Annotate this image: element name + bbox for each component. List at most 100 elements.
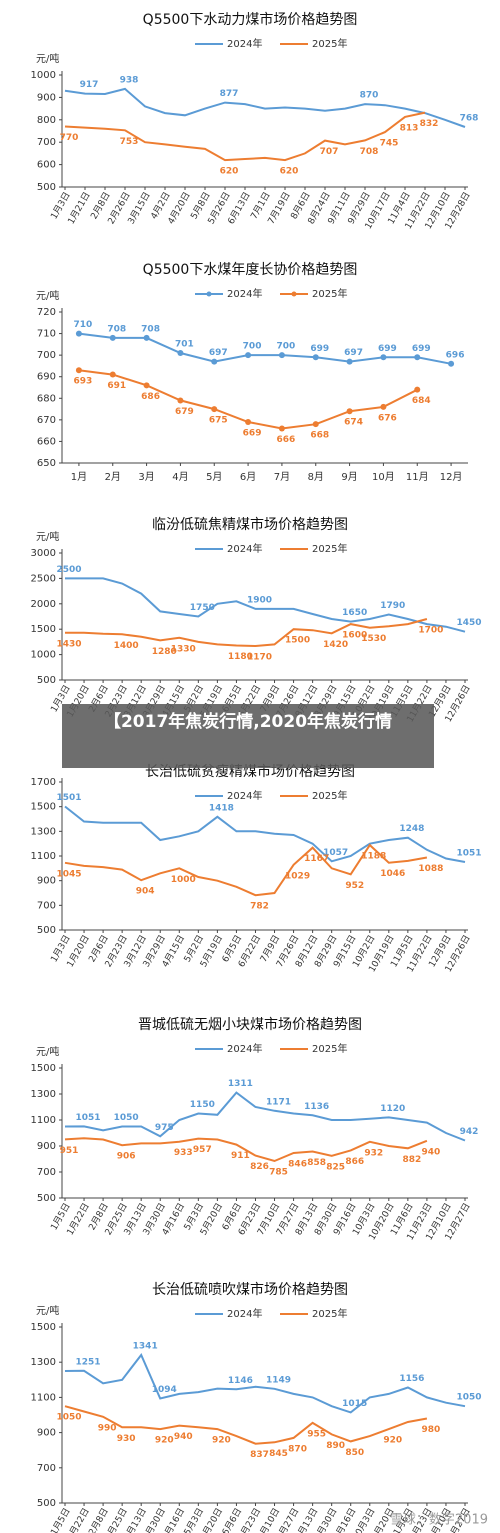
value-label: 942	[460, 1127, 479, 1137]
x-tick-label: 8月	[308, 471, 324, 483]
value-label: 1420	[323, 640, 348, 650]
value-label: 1501	[56, 793, 81, 803]
y-axis-label: 元/吨	[36, 1304, 59, 1317]
value-label: 699	[412, 344, 431, 354]
series-line	[64, 1091, 466, 1142]
legend-label: 2025年	[312, 542, 347, 555]
value-label: 1050	[114, 1113, 139, 1123]
value-label: 832	[420, 119, 439, 129]
value-label: 813	[400, 123, 419, 133]
value-label: 1170	[247, 652, 272, 662]
series-line	[64, 843, 428, 897]
value-label: 684	[412, 396, 431, 406]
value-label: 700	[243, 342, 262, 352]
banner-box	[62, 704, 434, 768]
y-tick-label: 680	[37, 393, 56, 404]
chart-title: 晋城低硫无烟小块煤市场价格趋势图	[138, 1016, 362, 1033]
chart-title: 临汾低硫焦精煤市场价格趋势图	[152, 516, 348, 533]
value-label: 957	[193, 1145, 212, 1155]
legend-label: 2024年	[227, 37, 262, 50]
y-tick-label: 670	[37, 415, 56, 426]
value-label: 686	[141, 392, 160, 402]
point	[245, 419, 252, 426]
value-label: 1146	[228, 1376, 253, 1386]
value-label: 882	[402, 1155, 421, 1165]
value-label: 1251	[76, 1357, 101, 1367]
legend-label: 2024年	[227, 789, 262, 802]
point	[177, 397, 184, 404]
point	[109, 334, 116, 341]
value-label: 1600	[342, 631, 367, 641]
point	[312, 421, 319, 428]
series-line	[65, 618, 428, 648]
series-line	[65, 577, 466, 633]
value-label: 697	[344, 348, 363, 358]
point	[109, 371, 116, 378]
value-label: 708	[107, 324, 126, 334]
point	[448, 360, 455, 367]
y-tick-label: 500	[37, 1498, 56, 1509]
x-tick-label: 11月	[406, 471, 429, 483]
y-tick-label: 2000	[31, 599, 56, 610]
value-label: 845	[269, 1449, 288, 1459]
x-tick-label: 3月	[138, 471, 154, 483]
value-label: 990	[98, 1423, 117, 1433]
value-label: 696	[446, 350, 465, 360]
y-tick-label: 800	[37, 115, 56, 126]
value-label: 675	[209, 416, 228, 426]
y-tick-label: 700	[37, 137, 56, 148]
legend-label: 2025年	[312, 789, 347, 802]
y-tick-label: 1100	[31, 851, 56, 862]
point	[211, 406, 218, 413]
value-label: 1136	[304, 1102, 329, 1112]
value-label: 699	[378, 344, 397, 354]
x-tick-label: 1月	[71, 471, 87, 483]
x-tick-label: 10月	[372, 471, 395, 483]
legend-marker	[291, 291, 297, 297]
value-label: 708	[360, 147, 379, 157]
value-label: 1149	[266, 1375, 291, 1385]
value-label: 890	[326, 1441, 345, 1451]
value-label: 975	[155, 1123, 174, 1133]
x-tick-label: 12月	[440, 471, 463, 483]
value-label: 920	[212, 1436, 231, 1446]
chart-title: 长治低硫喷吹煤市场价格趋势图	[152, 1281, 348, 1298]
legend-label: 2025年	[312, 1042, 347, 1055]
value-label: 850	[345, 1448, 364, 1458]
y-axis-label: 元/吨	[36, 52, 59, 65]
value-label: 1045	[56, 869, 81, 879]
series-line	[64, 1353, 466, 1414]
value-label: 825	[326, 1162, 345, 1172]
y-tick-label: 1700	[31, 777, 56, 788]
value-label: 837	[250, 1450, 269, 1460]
legend-label: 2024年	[227, 542, 262, 555]
value-label: 701	[175, 339, 194, 349]
point	[346, 408, 353, 415]
value-label: 1051	[456, 849, 481, 859]
value-label: 938	[120, 75, 139, 85]
value-label: 745	[380, 139, 399, 149]
value-label: 1094	[152, 1385, 177, 1395]
value-label: 782	[250, 902, 269, 912]
y-tick-label: 700	[37, 1463, 56, 1474]
y-tick-label: 900	[37, 876, 56, 887]
value-label: 666	[277, 435, 296, 445]
value-label: 679	[175, 407, 194, 417]
y-tick-label: 1500	[31, 624, 56, 635]
value-label: 753	[120, 137, 139, 147]
value-label: 920	[155, 1436, 174, 1446]
legend-label: 2024年	[227, 1042, 262, 1055]
value-label: 911	[231, 1151, 250, 1161]
value-label: 1790	[380, 601, 405, 611]
y-tick-label: 900	[37, 92, 56, 103]
point	[75, 330, 82, 337]
value-label: 955	[307, 1429, 326, 1439]
y-tick-label: 1000	[31, 70, 56, 81]
y-axis-label: 元/吨	[36, 530, 59, 543]
value-label: 951	[60, 1146, 79, 1156]
value-label: 980	[422, 1425, 441, 1435]
value-label: 930	[117, 1434, 136, 1444]
value-label: 1530	[361, 634, 386, 644]
point	[380, 354, 387, 361]
